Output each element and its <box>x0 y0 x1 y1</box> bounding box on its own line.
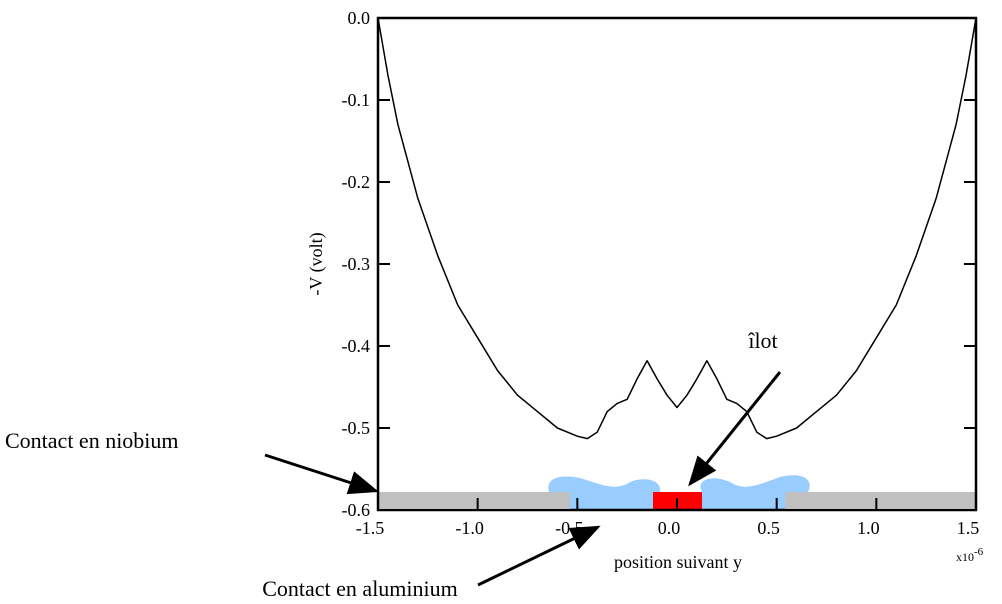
y-tick-label: -0.5 <box>342 418 371 438</box>
arrow <box>688 371 782 487</box>
plot-frame <box>376 16 978 512</box>
annotation: îlot <box>747 328 777 353</box>
y-tick-label: -0.4 <box>342 336 371 356</box>
x-tick-label: 0.5 <box>757 518 780 538</box>
y-tick-label: -0.6 <box>342 500 371 520</box>
x-tick-label: 1.0 <box>857 518 880 538</box>
x-tick-label: -0.5 <box>555 518 584 538</box>
x-tick-label: -1.5 <box>356 518 385 538</box>
y-tick-label: -0.3 <box>342 254 371 274</box>
x-tick-label: 0.0 <box>658 518 681 538</box>
niobium-contact-right <box>785 492 976 508</box>
x-tick-label: 1.5 <box>957 518 980 538</box>
y-tick-label: -0.2 <box>342 172 371 192</box>
x-multiplier-base: x10 <box>956 550 974 564</box>
x-tick-label: -1.0 <box>455 518 484 538</box>
annotation: Contact en niobium <box>5 428 179 453</box>
annotation: Contact en aluminium <box>262 576 458 601</box>
aluminium-contact <box>548 475 810 510</box>
y-tick-label: -0.1 <box>342 90 371 110</box>
y-axis-label: -V (volt) <box>306 232 327 295</box>
arrow <box>477 525 601 587</box>
x-multiplier-exponent: -6 <box>974 546 984 558</box>
arrow <box>264 453 379 495</box>
x-multiplier: x10-6 <box>956 546 984 564</box>
y-tick-label: 0.0 <box>348 8 371 28</box>
niobium-contact-left <box>378 492 570 508</box>
x-axis-label: position suivant y <box>614 552 742 572</box>
data-line <box>377 17 977 440</box>
